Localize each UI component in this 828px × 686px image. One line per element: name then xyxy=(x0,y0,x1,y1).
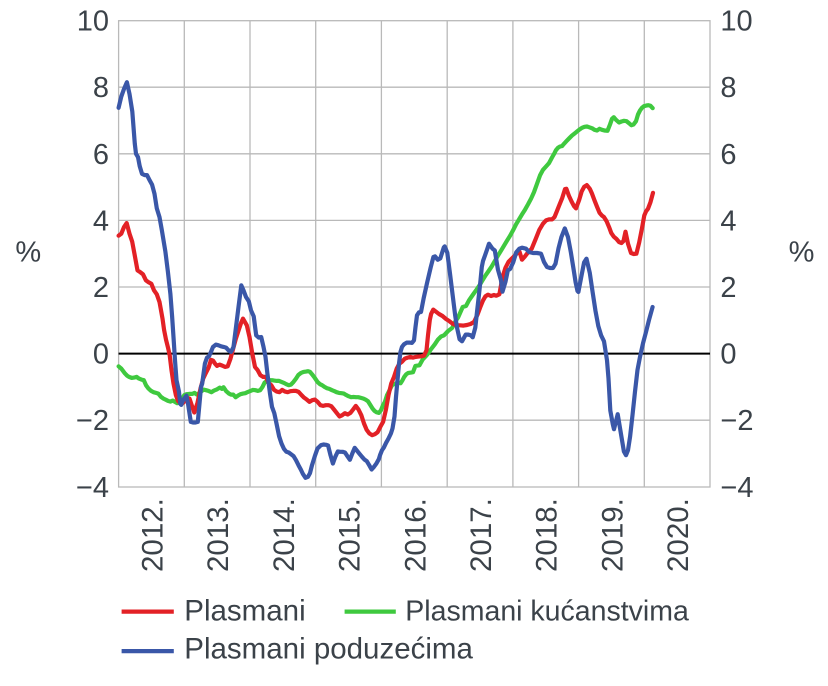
svg-text:0: 0 xyxy=(93,339,109,371)
svg-text:8: 8 xyxy=(720,72,736,104)
svg-text:6: 6 xyxy=(720,139,736,171)
svg-text:−4: −4 xyxy=(720,472,753,504)
svg-text:2020.: 2020. xyxy=(662,498,695,572)
svg-text:10: 10 xyxy=(720,6,752,38)
svg-text:%: % xyxy=(15,237,41,269)
svg-text:Plasmani kućanstvima: Plasmani kućanstvima xyxy=(405,596,689,628)
svg-text:0: 0 xyxy=(720,339,736,371)
svg-text:2019.: 2019. xyxy=(596,498,629,572)
svg-text:Plasmani poduzećima: Plasmani poduzećima xyxy=(184,633,473,666)
svg-text:2018.: 2018. xyxy=(531,498,564,572)
svg-text:2015.: 2015. xyxy=(334,498,367,572)
svg-text:2: 2 xyxy=(720,272,736,304)
svg-text:8: 8 xyxy=(93,72,109,104)
svg-text:4: 4 xyxy=(720,205,736,237)
svg-text:−4: −4 xyxy=(76,472,109,504)
svg-text:−2: −2 xyxy=(720,405,753,437)
svg-text:10: 10 xyxy=(77,6,109,38)
svg-text:6: 6 xyxy=(93,139,109,171)
svg-text:%: % xyxy=(789,237,815,269)
svg-text:−2: −2 xyxy=(76,405,109,437)
svg-text:2017.: 2017. xyxy=(465,498,498,572)
svg-text:4: 4 xyxy=(93,205,109,237)
svg-text:2014.: 2014. xyxy=(268,498,301,572)
svg-text:2013.: 2013. xyxy=(202,498,235,572)
svg-text:2: 2 xyxy=(93,272,109,304)
svg-text:Plasmani: Plasmani xyxy=(184,595,305,628)
svg-text:2016.: 2016. xyxy=(399,498,432,572)
svg-text:2012.: 2012. xyxy=(137,498,170,572)
